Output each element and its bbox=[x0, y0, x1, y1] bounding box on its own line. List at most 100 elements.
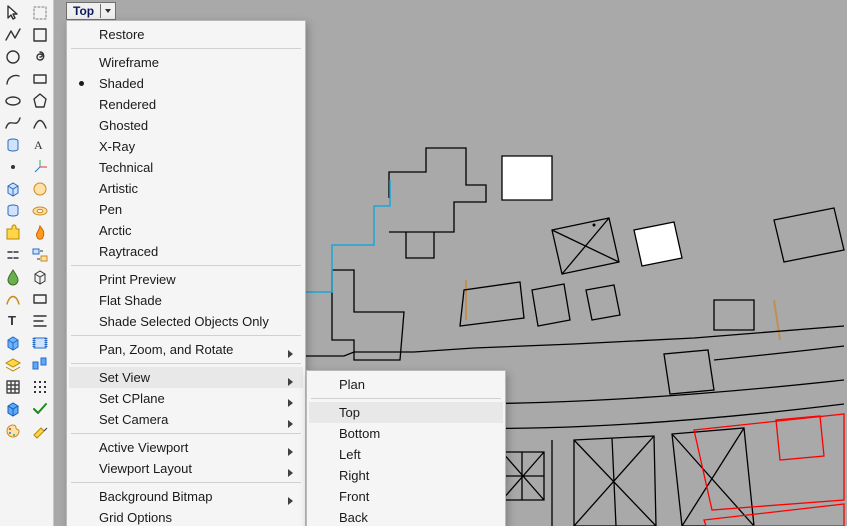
tool-curve[interactable] bbox=[2, 113, 24, 133]
submenu-arrow-icon bbox=[287, 344, 295, 365]
menu-item-rendered[interactable]: Rendered bbox=[69, 94, 303, 115]
menu-item-active-viewport[interactable]: Active Viewport bbox=[69, 437, 303, 458]
tool-frame[interactable] bbox=[29, 25, 51, 45]
viewport-context-menu[interactable]: Restore Wireframe Shaded Rendered Ghosted X-R… bbox=[66, 20, 306, 526]
menu-item-restore[interactable]: Restore bbox=[69, 24, 303, 45]
menu-item-flat-shade[interactable]: Flat Shade bbox=[69, 290, 303, 311]
tool-align[interactable] bbox=[29, 311, 51, 331]
menu-separator bbox=[71, 363, 301, 364]
viewport-title-bar[interactable]: Top bbox=[66, 2, 116, 20]
menu-item-grid-options[interactable]: Grid Options bbox=[69, 507, 303, 526]
tool-polyline[interactable] bbox=[2, 25, 24, 45]
tool-cube-blue[interactable] bbox=[2, 399, 24, 419]
menu-item-label: Set View bbox=[99, 370, 150, 385]
menu-item-left[interactable]: Left bbox=[309, 444, 503, 465]
menu-item-viewport-layout[interactable]: Viewport Layout bbox=[69, 458, 303, 479]
menu-item-set-cplane[interactable]: Set CPlane bbox=[69, 388, 303, 409]
menu-item-set-camera[interactable]: Set Camera bbox=[69, 409, 303, 430]
menu-separator bbox=[71, 48, 301, 49]
tool-sweep[interactable] bbox=[2, 289, 24, 309]
tool-swap[interactable] bbox=[29, 245, 51, 265]
tool-lasso-dashed[interactable] bbox=[29, 3, 51, 23]
menu-item-label: Background Bitmap bbox=[99, 489, 212, 504]
tool-render-cube[interactable] bbox=[2, 333, 24, 353]
tool-rect[interactable] bbox=[29, 69, 51, 89]
menu-item-bottom[interactable]: Bottom bbox=[309, 423, 503, 444]
tool-t-text[interactable]: T bbox=[2, 311, 24, 331]
tool-solid-torus[interactable] bbox=[29, 201, 51, 221]
menu-item-label: Ghosted bbox=[99, 118, 148, 133]
tool-cube-wire[interactable] bbox=[29, 267, 51, 287]
tool-circle[interactable] bbox=[2, 47, 24, 67]
menu-item-label: Plan bbox=[339, 377, 365, 392]
menu-item-artistic[interactable]: Artistic bbox=[69, 178, 303, 199]
tool-solid-cyl[interactable] bbox=[2, 201, 24, 221]
tool-handles[interactable] bbox=[29, 113, 51, 133]
tool-check[interactable] bbox=[29, 399, 51, 419]
menu-item-top[interactable]: Top bbox=[309, 402, 503, 423]
tool-tube[interactable] bbox=[2, 135, 24, 155]
menu-item-x-ray[interactable]: X-Ray bbox=[69, 136, 303, 157]
tool-layers[interactable] bbox=[2, 355, 24, 375]
tool-gumball[interactable] bbox=[29, 157, 51, 177]
menu-item-right[interactable]: Right bbox=[309, 465, 503, 486]
tool-paint[interactable] bbox=[29, 421, 51, 441]
tool-rail[interactable] bbox=[29, 289, 51, 309]
menu-item-set-view[interactable]: Set View bbox=[69, 367, 303, 388]
menu-item-label: Pen bbox=[99, 202, 122, 217]
menu-item-ghosted[interactable]: Ghosted bbox=[69, 115, 303, 136]
submenu-arrow-icon bbox=[287, 414, 295, 435]
tool-grip[interactable] bbox=[29, 377, 51, 397]
menu-item-label: Wireframe bbox=[99, 55, 159, 70]
menu-item-front[interactable]: Front bbox=[309, 486, 503, 507]
tool-link[interactable] bbox=[2, 245, 24, 265]
menu-item-label: Arctic bbox=[99, 223, 132, 238]
menu-item-pan-zoom-and-rotate[interactable]: Pan, Zoom, and Rotate bbox=[69, 339, 303, 360]
chevron-down-icon bbox=[104, 7, 112, 15]
tool-grid[interactable] bbox=[2, 377, 24, 397]
menu-item-shade-selected-objects-only[interactable]: Shade Selected Objects Only bbox=[69, 311, 303, 332]
tool-isocurve[interactable] bbox=[29, 355, 51, 375]
menu-separator bbox=[311, 398, 501, 399]
tool-film[interactable] bbox=[29, 333, 51, 353]
tool-drop[interactable] bbox=[2, 267, 24, 287]
tool-polygon[interactable] bbox=[29, 91, 51, 111]
viewport-label[interactable]: Top bbox=[67, 4, 100, 18]
menu-item-label: Technical bbox=[99, 160, 153, 175]
menu-item-background-bitmap[interactable]: Background Bitmap bbox=[69, 486, 303, 507]
menu-item-label: Shade Selected Objects Only bbox=[99, 314, 269, 329]
viewport-menu-dropdown[interactable] bbox=[100, 4, 115, 18]
tool-arc[interactable] bbox=[2, 69, 24, 89]
menu-item-label: Set Camera bbox=[99, 412, 168, 427]
tool-solid-sphere[interactable] bbox=[29, 179, 51, 199]
menu-item-technical[interactable]: Technical bbox=[69, 157, 303, 178]
tool-palette[interactable] bbox=[2, 421, 24, 441]
menu-item-label: Left bbox=[339, 447, 361, 462]
menu-item-print-preview[interactable]: Print Preview bbox=[69, 269, 303, 290]
tool-spiral[interactable] bbox=[29, 47, 51, 67]
tool-text[interactable]: A bbox=[29, 135, 51, 155]
tool-ellipse[interactable] bbox=[2, 91, 24, 111]
menu-item-label: Artistic bbox=[99, 181, 138, 196]
check-bullet-icon bbox=[79, 81, 84, 86]
menu-item-label: Set CPlane bbox=[99, 391, 165, 406]
tool-point[interactable] bbox=[2, 157, 24, 177]
menu-item-pen[interactable]: Pen bbox=[69, 199, 303, 220]
menu-item-plan[interactable]: Plan bbox=[309, 374, 503, 395]
tool-solid-box[interactable] bbox=[2, 179, 24, 199]
menu-item-label: Viewport Layout bbox=[99, 461, 192, 476]
menu-item-wireframe[interactable]: Wireframe bbox=[69, 52, 303, 73]
tool-puzzle[interactable] bbox=[2, 223, 24, 243]
menu-item-back[interactable]: Back bbox=[309, 507, 503, 526]
svg-text:A: A bbox=[34, 138, 43, 152]
menu-item-label: Shaded bbox=[99, 76, 144, 91]
menu-item-raytraced[interactable]: Raytraced bbox=[69, 241, 303, 262]
tool-pointer[interactable] bbox=[2, 3, 24, 23]
tool-palette: AT bbox=[0, 0, 54, 526]
menu-item-shaded[interactable]: Shaded bbox=[69, 73, 303, 94]
menu-item-label: Back bbox=[339, 510, 368, 525]
menu-item-arctic[interactable]: Arctic bbox=[69, 220, 303, 241]
menu-item-label: Rendered bbox=[99, 97, 156, 112]
set-view-submenu[interactable]: Plan TopBottom Left RightFront Back bbox=[306, 370, 506, 526]
tool-flame[interactable] bbox=[29, 223, 51, 243]
